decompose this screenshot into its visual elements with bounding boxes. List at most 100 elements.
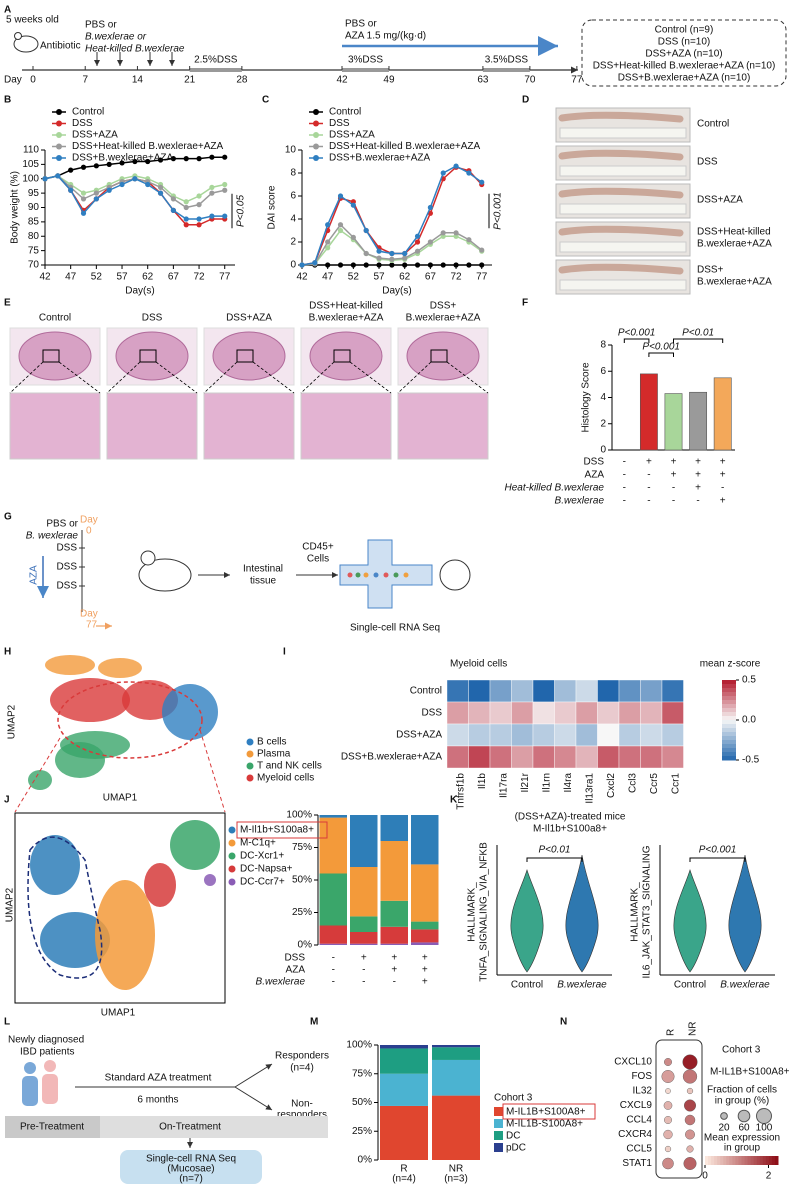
data-point <box>427 262 433 268</box>
colorbar-step <box>722 716 736 721</box>
label: AZA <box>29 565 40 585</box>
data-point <box>157 190 164 196</box>
colorbar-step <box>722 752 736 757</box>
data-point <box>389 250 395 257</box>
heatmap-cell <box>661 723 684 747</box>
x-axis-label: Day(s) <box>382 286 411 297</box>
comparison-bracket <box>526 857 583 862</box>
label: (n=3) <box>444 1174 468 1185</box>
data-point <box>132 176 138 182</box>
label: Fraction of cells <box>707 1085 777 1096</box>
gene-label: IL32 <box>633 1086 653 1097</box>
droplet <box>439 559 471 591</box>
y-tick-label: 100 <box>22 173 39 184</box>
heatmap-cell <box>511 745 534 769</box>
heatmap-cell <box>640 723 663 747</box>
heatmap-cell <box>597 723 620 747</box>
heatmap-cell <box>532 679 555 703</box>
data-point <box>466 170 472 176</box>
data-point <box>440 262 446 268</box>
colorbar-step <box>714 1156 718 1165</box>
heatmap-cell <box>640 745 663 769</box>
label: IBD patients <box>20 1047 74 1058</box>
x-axis-label: Day(s) <box>125 286 154 297</box>
colorbar-step <box>720 1156 724 1165</box>
sign: - <box>332 965 335 976</box>
x-tick-label: 42 <box>39 272 51 283</box>
colorbar-step <box>722 712 736 717</box>
dot-frame <box>655 1039 703 1179</box>
bar <box>689 391 708 451</box>
data-point <box>55 173 61 179</box>
legend-marker <box>246 774 254 782</box>
timeline-day: 14 <box>132 75 144 86</box>
y-tick-label: 2 <box>290 237 296 248</box>
legend-label: DSS <box>329 118 350 129</box>
seq-box <box>120 1150 262 1184</box>
data-point <box>376 255 382 261</box>
colorbar-step <box>774 1156 779 1165</box>
ruler <box>559 203 687 215</box>
heatmap-cell <box>618 745 641 769</box>
mouse-ear <box>140 550 156 566</box>
gene-label: FOS <box>631 1071 652 1082</box>
tissue-section <box>18 331 92 381</box>
histology-label: Control <box>39 313 71 324</box>
legend-marker <box>246 738 254 746</box>
data-point <box>157 184 164 190</box>
colorbar-title: mean z-score <box>700 659 761 670</box>
comparison-bracket <box>648 352 674 357</box>
data-point <box>453 262 459 268</box>
umap-cluster <box>144 863 176 907</box>
zoom-line <box>155 361 198 394</box>
label: PBS or <box>345 19 377 30</box>
data-point <box>93 163 99 169</box>
x-tick-label: 62 <box>142 272 154 283</box>
column-label: Il13ra1 <box>584 773 595 804</box>
histology-label: B.wexlerae+AZA <box>406 313 481 324</box>
colorbar-step <box>726 1156 730 1165</box>
timeline-day: 63 <box>477 75 489 86</box>
data-point <box>196 156 202 162</box>
label: 2 <box>766 1171 772 1182</box>
data-point <box>440 170 446 176</box>
label: 0 <box>702 1171 708 1182</box>
y-tick-label: 75% <box>292 842 312 853</box>
colon <box>558 263 684 275</box>
label: Cells <box>307 554 329 565</box>
zoom-line <box>397 361 432 394</box>
group-label: DSS+Heat-killed B.wexlerae+AZA (n=10) <box>593 61 776 72</box>
colorbar-step <box>765 1156 770 1165</box>
sign: - <box>672 496 675 507</box>
dot <box>683 1157 697 1170</box>
photo-label: B.wexlerae+AZA <box>697 239 772 250</box>
heatmap-cell <box>532 701 555 725</box>
bar-segment <box>319 873 347 926</box>
legend-label: T and NK cells <box>257 761 322 772</box>
data-point <box>196 193 202 199</box>
label: tissue <box>250 576 277 587</box>
bar-segment <box>411 921 439 930</box>
sign: - <box>362 965 365 976</box>
legend-label: DC-Napsa+ <box>240 864 293 875</box>
gene-label: CXCR4 <box>618 1129 652 1140</box>
heatmap-cell <box>554 701 577 725</box>
sign: + <box>695 470 701 481</box>
y-tick-label: 10 <box>285 145 297 156</box>
label: B.wexlerae or <box>85 32 147 43</box>
label: 6 months <box>137 1095 178 1106</box>
colorbar-step <box>735 1156 739 1165</box>
violin <box>728 854 762 973</box>
data-point <box>145 181 151 188</box>
colorbar-tick-label: 0.5 <box>742 675 756 686</box>
patient-head <box>44 1060 56 1072</box>
data-point <box>427 204 433 211</box>
label: Control <box>511 980 543 991</box>
timeline-day: 49 <box>383 75 395 86</box>
data-point <box>376 262 382 268</box>
legend-highlight <box>502 1103 596 1120</box>
panel-label: H <box>4 647 11 658</box>
sign: - <box>647 496 650 507</box>
data-point <box>183 199 189 205</box>
heatmap-cell <box>661 745 684 769</box>
